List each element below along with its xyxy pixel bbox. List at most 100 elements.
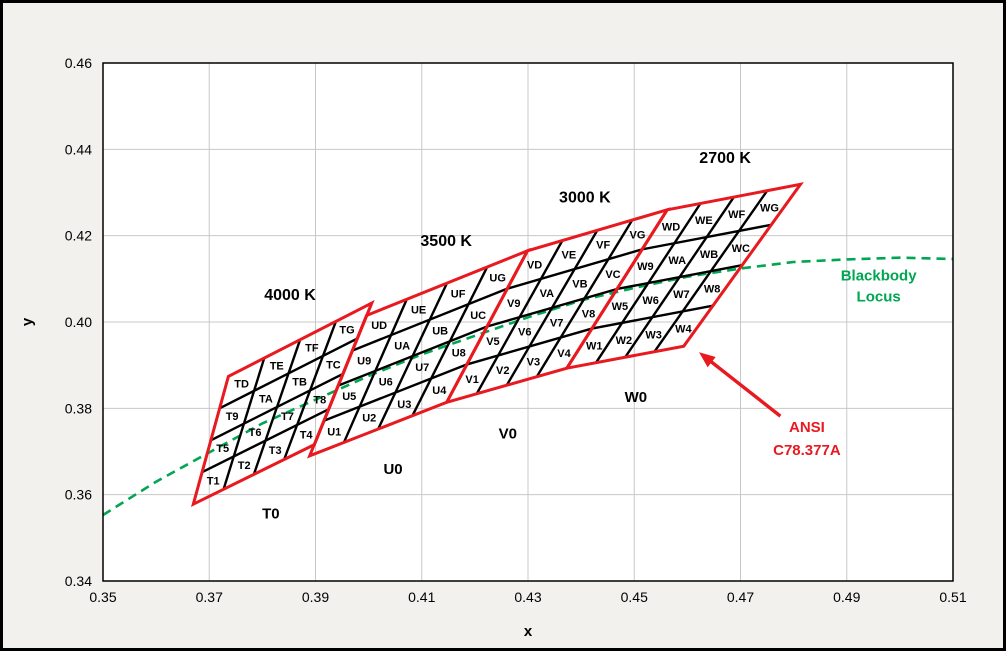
bin-outline-4000K xyxy=(190,299,375,508)
y-tick-label-0.42: 0.42 xyxy=(65,228,92,244)
subbin-label-W3: W3 xyxy=(645,329,662,341)
cct-label-4000K: 4000 K xyxy=(264,287,316,304)
subbin-label-U2: U2 xyxy=(362,413,376,425)
subbin-label-TD: TD xyxy=(234,378,249,390)
cct-bin-W0: W1 W2 W3 W4 W5 W6 W7 W8 W9 WA WB WC WD WE WF WG xyxy=(563,182,804,371)
subbin-label-TF: TF xyxy=(305,343,319,355)
chart-area: T1 T2 T3 T4 T5 T6 T7 T8 T9 TA TB TC TD TE TF TG 4000 K T0… xyxy=(3,3,1003,648)
subbin-label-V3: V3 xyxy=(527,356,540,368)
bin-grid-line xyxy=(466,327,593,366)
x-tick-label-0.41: 0.41 xyxy=(408,589,435,605)
subbin-label-WD: WD xyxy=(662,221,680,233)
subbin-label-V1: V1 xyxy=(465,374,478,386)
subbin-label-U4: U4 xyxy=(432,385,447,397)
bin-outline-2700K xyxy=(563,182,804,371)
subbin-label-V5: V5 xyxy=(486,336,499,348)
y-tick-label-0.44: 0.44 xyxy=(65,141,92,157)
subbin-label-T9: T9 xyxy=(226,411,239,423)
cct-label-3500K: 3500 K xyxy=(420,233,472,250)
subbin-label-T1: T1 xyxy=(207,476,220,488)
x-tick-label-0.39: 0.39 xyxy=(302,589,329,605)
subbin-label-UD: UD xyxy=(371,320,387,332)
subbin-label-TB: TB xyxy=(292,377,307,389)
subbin-label-W9: W9 xyxy=(637,261,654,273)
subbin-label-U3: U3 xyxy=(397,399,411,411)
bin-grid-line xyxy=(591,304,714,330)
subbin-label-TE: TE xyxy=(270,360,284,372)
subbin-label-UG: UG xyxy=(489,273,506,285)
x-tick-label-0.35: 0.35 xyxy=(89,589,116,605)
subbin-label-TC: TC xyxy=(326,360,341,372)
ansi-annotation-line2: C78.377A xyxy=(773,442,841,459)
bin-grid-line xyxy=(616,264,743,291)
bin-label-W0: W0 xyxy=(625,389,648,406)
subbin-label-W8: W8 xyxy=(704,283,721,295)
y-tick-label-0.36: 0.36 xyxy=(65,487,92,503)
y-tick-label-0.38: 0.38 xyxy=(65,400,92,416)
subbin-label-UF: UF xyxy=(451,288,466,300)
subbin-label-VE: VE xyxy=(562,250,577,262)
subbin-label-U5: U5 xyxy=(342,391,356,403)
bin-grid-line xyxy=(337,325,488,387)
subbin-label-WF: WF xyxy=(728,209,745,221)
subbin-label-TA: TA xyxy=(259,394,273,406)
subbin-label-U7: U7 xyxy=(415,362,429,374)
subbin-label-V2: V2 xyxy=(496,365,509,377)
subbin-label-VF: VF xyxy=(596,240,610,252)
subbin-label-T2: T2 xyxy=(238,460,251,472)
y-axis-title: y xyxy=(19,317,36,326)
bin-grid-line xyxy=(219,337,359,410)
subbin-label-WA: WA xyxy=(668,255,686,267)
subbin-label-U6: U6 xyxy=(379,377,393,389)
blackbody-locus-label-line1: Blackbody xyxy=(841,267,918,284)
subbin-label-VG: VG xyxy=(630,230,646,242)
bin-label-T0: T0 xyxy=(262,506,280,523)
bin-grid-line xyxy=(210,372,344,442)
x-axis-title: x xyxy=(524,623,533,640)
subbin-label-UE: UE xyxy=(411,304,426,316)
chromaticity-chart-svg: T1 T2 T3 T4 T5 T6 T7 T8 T9 TA TB TC TD TE TF TG 4000 K T0… xyxy=(19,55,967,640)
subbin-label-V9: V9 xyxy=(507,298,520,310)
bin-grid-line xyxy=(486,287,618,328)
cct-label-3000K: 3000 K xyxy=(559,190,611,207)
subbin-label-WE: WE xyxy=(695,215,713,227)
bin-grid-line xyxy=(641,223,772,251)
subbin-label-W5: W5 xyxy=(612,301,629,313)
subbin-label-W1: W1 xyxy=(586,341,603,353)
ansi-annotation-arrow-shaft xyxy=(708,358,782,418)
bin-label-U0: U0 xyxy=(383,461,402,478)
bin-grid-line xyxy=(201,408,330,474)
ansi-annotation-line1: ANSI xyxy=(789,419,825,436)
subbin-label-V6: V6 xyxy=(518,327,531,339)
x-tick-label-0.45: 0.45 xyxy=(621,589,648,605)
x-tick-label-0.47: 0.47 xyxy=(727,589,754,605)
y-tick-label-0.46: 0.46 xyxy=(65,55,92,71)
subbin-label-V7: V7 xyxy=(550,318,563,330)
subbin-label-V8: V8 xyxy=(582,308,595,320)
cct-bin-V0: V1 V2 V3 V4 V5 V6 V7 V8 V9 VA VB VC VD VE VF VG xyxy=(443,207,671,405)
blackbody-locus-label-line2: Locus xyxy=(857,288,901,305)
cct-bin-T0: T1 T2 T3 T4 T5 T6 T7 T8 T9 TA TB TC TD TE TF TG xyxy=(190,299,375,508)
subbin-label-T3: T3 xyxy=(269,445,282,457)
subbin-label-VC: VC xyxy=(605,269,620,281)
x-tick-label-0.43: 0.43 xyxy=(514,589,541,605)
bin-grid-line xyxy=(506,248,643,290)
ansi-annotation-arrow-head xyxy=(699,352,716,368)
subbin-label-T5: T5 xyxy=(216,443,229,455)
subbin-label-VA: VA xyxy=(540,288,555,300)
subbin-label-VD: VD xyxy=(527,260,542,272)
y-tick-label-0.40: 0.40 xyxy=(65,314,92,330)
subbin-label-U1: U1 xyxy=(327,426,341,438)
subbin-label-T8: T8 xyxy=(313,395,326,407)
blackbody-locus-curve xyxy=(102,256,954,517)
bin-label-V0: V0 xyxy=(499,425,517,442)
subbin-label-W6: W6 xyxy=(642,295,659,307)
x-tick-label-0.49: 0.49 xyxy=(833,589,860,605)
subbin-label-W4: W4 xyxy=(675,324,692,336)
x-tick-label-0.51: 0.51 xyxy=(939,589,966,605)
subbin-label-UC: UC xyxy=(470,310,486,322)
subbin-label-VB: VB xyxy=(572,279,587,291)
subbin-label-TG: TG xyxy=(339,325,354,337)
subbin-label-UB: UB xyxy=(432,325,448,337)
